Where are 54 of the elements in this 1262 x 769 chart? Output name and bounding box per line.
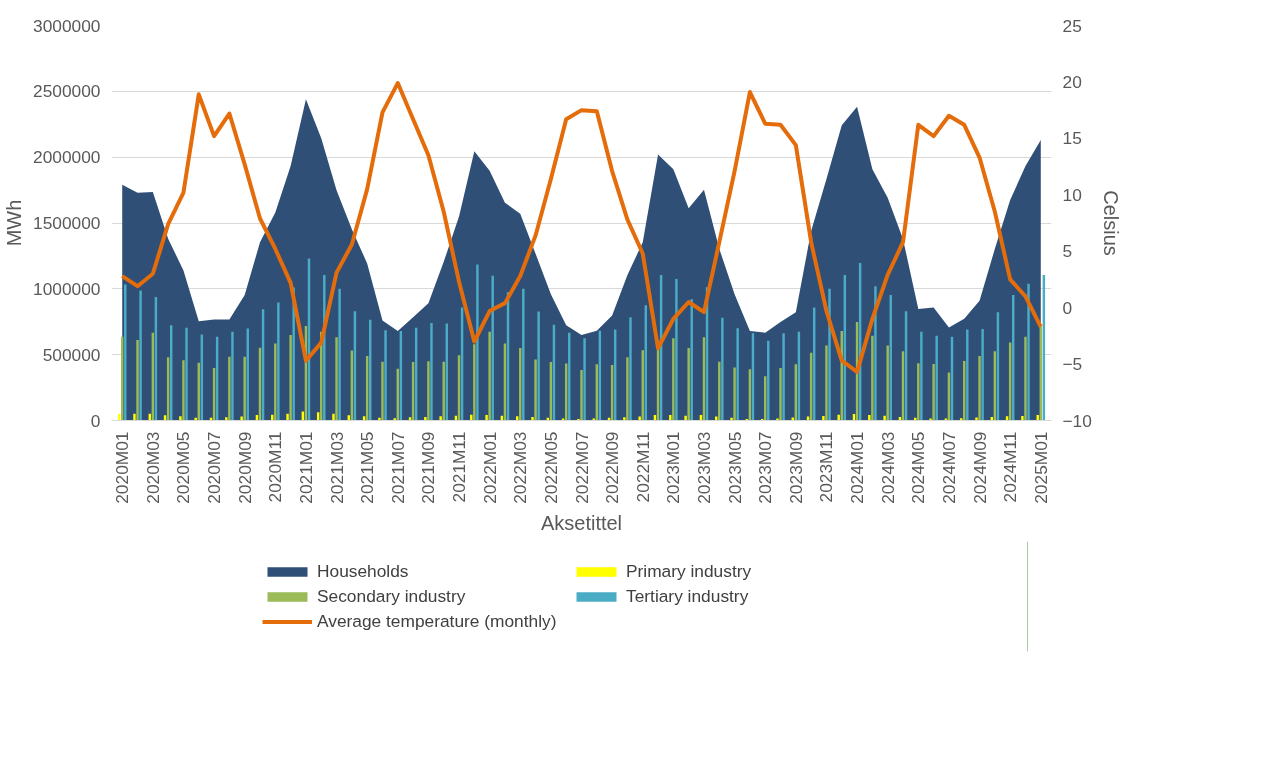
x-tick-label: 2020M09 [234, 431, 255, 504]
x-tick-label: 2022M07 [571, 431, 592, 504]
legend-label: Tertiary industry [626, 585, 750, 607]
x-tick-label: 2024M07 [938, 431, 959, 504]
x-tick-label: 2020M11 [265, 431, 286, 503]
x-tick-label: 2023M09 [785, 431, 806, 504]
x-tick-label: 2021M11 [449, 431, 470, 503]
x-tick-label: 2020M03 [142, 431, 163, 504]
y-tick-label: 500000 [42, 344, 101, 365]
y2-tick-label: 5 [1062, 241, 1073, 262]
y2-tick-label: 15 [1062, 128, 1082, 149]
x-tick-label: 2025M01 [1030, 431, 1051, 504]
x-tick-label: 2023M11 [816, 431, 837, 503]
y2-tick-label: −5 [1062, 354, 1083, 375]
y2-tick-label: 25 [1062, 15, 1082, 36]
y-axis-title: MWh [3, 199, 26, 247]
legend-label: Secondary industry [317, 585, 467, 607]
y-tick-label: 2000000 [33, 147, 101, 168]
x-tick-label: 2022M03 [510, 431, 531, 504]
y-tick-label: 0 [90, 410, 101, 431]
y2-tick-label: 0 [1062, 297, 1073, 318]
x-tick-label: 2020M05 [173, 431, 194, 504]
y-tick-label: 1000000 [33, 278, 101, 299]
x-tick-label: 2021M09 [418, 431, 439, 504]
legend-label: Primary industry [626, 560, 753, 582]
x-tick-label: 2023M07 [755, 431, 776, 504]
x-tick-label: 2022M01 [479, 431, 500, 504]
x-tick-label: 2023M05 [724, 431, 745, 504]
x-tick-label: 2024M11 [1000, 431, 1021, 503]
x-tick-label: 2022M11 [632, 431, 653, 503]
x-tick-label: 2024M05 [908, 431, 929, 504]
legend-label: Households [317, 560, 410, 582]
x-tick-label: 2020M01 [112, 431, 133, 504]
y-tick-label: 1500000 [33, 213, 101, 233]
x-tick-label: 2021M01 [295, 431, 316, 504]
x-tick-label: 2022M05 [540, 431, 561, 504]
x-tick-label: 2021M05 [357, 431, 378, 504]
y-tick-label: 3000000 [33, 15, 101, 36]
y2-axis-title: Celsius [1099, 190, 1122, 256]
x-tick-label: 2022M09 [602, 431, 623, 504]
x-tick-label: 2021M03 [326, 431, 347, 504]
x-axis-title: Aksetittel [540, 511, 623, 534]
x-tick-label: 2023M03 [693, 431, 714, 504]
y2-tick-label: 20 [1062, 71, 1082, 92]
x-tick-label: 2024M03 [877, 431, 898, 504]
y2-tick-label: −10 [1062, 410, 1092, 431]
legend-label: Average temperature (monthly) [317, 610, 558, 632]
y2-tick-label: 10 [1062, 184, 1082, 205]
x-tick-label: 2021M07 [387, 431, 408, 504]
x-tick-label: 2024M09 [969, 431, 990, 504]
y-tick-label: 2500000 [33, 81, 101, 102]
x-tick-label: 2023M01 [663, 431, 684, 504]
x-tick-label: 2020M07 [204, 431, 225, 504]
x-tick-label: 2024M01 [847, 431, 868, 504]
